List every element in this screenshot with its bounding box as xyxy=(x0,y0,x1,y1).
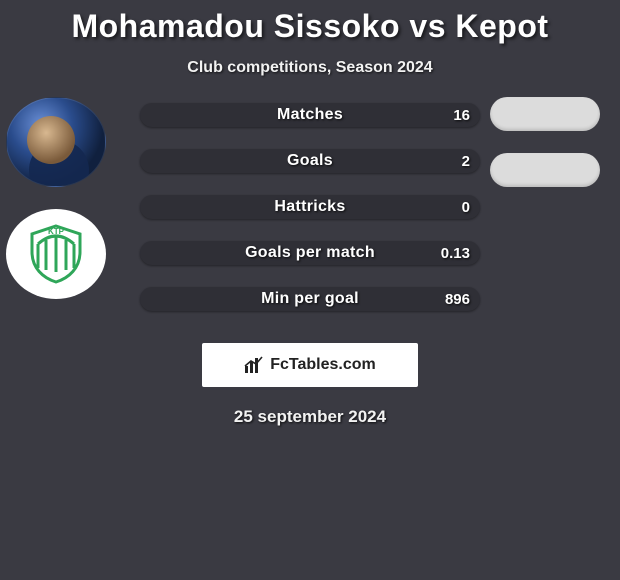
left-badges-column: KTP xyxy=(6,97,106,299)
right-pill-0 xyxy=(490,97,600,131)
club-logo: KTP xyxy=(6,209,106,299)
stat-value: 16 xyxy=(453,107,470,124)
club-logo-text: KTP xyxy=(48,227,65,236)
right-pill-column xyxy=(490,97,600,187)
right-pill-1 xyxy=(490,153,600,187)
fctables-watermark: FcTables.com xyxy=(202,343,418,387)
stat-label: Goals per match xyxy=(245,244,375,262)
stat-value: 896 xyxy=(445,291,470,308)
subtitle: Club competitions, Season 2024 xyxy=(187,59,432,77)
stat-value: 0.13 xyxy=(441,245,470,262)
stat-row-hattricks: Hattricks 0 xyxy=(140,195,480,219)
fctables-label: FcTables.com xyxy=(270,356,376,374)
player-avatar xyxy=(6,97,106,187)
stat-label: Hattricks xyxy=(274,198,345,216)
stat-label: Min per goal xyxy=(261,290,359,308)
club-shield-icon: KTP xyxy=(24,222,88,286)
stat-value: 0 xyxy=(462,199,470,216)
date-label: 25 september 2024 xyxy=(234,407,386,427)
bars-icon xyxy=(244,356,264,374)
stat-label: Goals xyxy=(287,152,333,170)
stat-row-goals: Goals 2 xyxy=(140,149,480,173)
stat-value: 2 xyxy=(462,153,470,170)
stats-block: KTP Matches 16 Goals 2 Hattricks 0 Goals… xyxy=(0,103,620,311)
stat-row-mpg: Min per goal 896 xyxy=(140,287,480,311)
stat-row-gpm: Goals per match 0.13 xyxy=(140,241,480,265)
stat-label: Matches xyxy=(277,106,343,124)
page-title: Mohamadou Sissoko vs Kepot xyxy=(71,8,548,45)
infographic-container: Mohamadou Sissoko vs Kepot Club competit… xyxy=(0,0,620,580)
stat-row-matches: Matches 16 xyxy=(140,103,480,127)
